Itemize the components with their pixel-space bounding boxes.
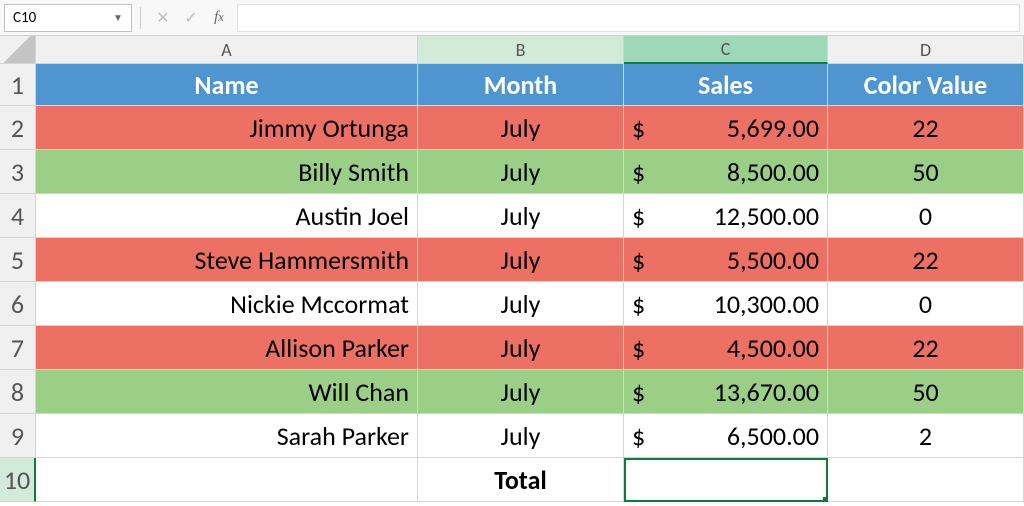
table-row: 5Steve HammersmithJuly$5,500.0022	[0, 238, 1024, 282]
currency-symbol: $	[632, 244, 645, 276]
cell-month[interactable]: July	[418, 194, 624, 238]
cell-color-value[interactable]: 22	[828, 106, 1024, 150]
cell-name[interactable]: Sarah Parker	[36, 414, 418, 458]
table-header-row: 1 Name Month Sales Color Value	[0, 64, 1024, 106]
column-header-row: A B C D	[0, 36, 1024, 64]
cell-name[interactable]: Billy Smith	[36, 150, 418, 194]
cell-c10-selected[interactable]	[624, 458, 828, 502]
name-box-value: C10	[13, 9, 113, 27]
total-row: 10 Total	[0, 458, 1024, 502]
sales-value: 10,300.00	[714, 288, 819, 320]
spreadsheet: A B C D 1 Name Month Sales Color Value 2…	[0, 36, 1024, 506]
table-row: 8Will ChanJuly$13,670.0050	[0, 370, 1024, 414]
row-header-1[interactable]: 1	[0, 64, 36, 106]
cell-sales[interactable]: $5,699.00	[624, 106, 828, 150]
cell-name[interactable]: Jimmy Ortunga	[36, 106, 418, 150]
select-all-corner[interactable]	[0, 36, 36, 64]
row-header-5[interactable]: 5	[0, 238, 36, 282]
fx-icon[interactable]: fx	[205, 4, 233, 32]
cancel-icon: ✕	[149, 4, 177, 32]
cell-month[interactable]: July	[418, 238, 624, 282]
cell-name[interactable]: Steve Hammersmith	[36, 238, 418, 282]
currency-symbol: $	[632, 288, 645, 320]
cell-sales[interactable]: $5,500.00	[624, 238, 828, 282]
row-header-4[interactable]: 4	[0, 194, 36, 238]
sales-value: 5,500.00	[727, 244, 819, 276]
cell-name[interactable]: Allison Parker	[36, 326, 418, 370]
cell-name[interactable]: Nickie Mccormat	[36, 282, 418, 326]
header-color-value[interactable]: Color Value	[828, 64, 1024, 106]
col-header-a[interactable]: A	[36, 36, 418, 64]
header-sales[interactable]: Sales	[624, 64, 828, 106]
col-header-c[interactable]: C	[624, 36, 828, 64]
divider	[140, 7, 141, 29]
sales-value: 12,500.00	[714, 200, 819, 232]
header-month[interactable]: Month	[418, 64, 624, 106]
currency-symbol: $	[632, 156, 645, 188]
row-header-7[interactable]: 7	[0, 326, 36, 370]
currency-symbol: $	[632, 376, 645, 408]
sales-value: 8,500.00	[727, 156, 819, 188]
name-box-dropdown-icon[interactable]: ▼	[113, 11, 123, 24]
currency-symbol: $	[632, 200, 645, 232]
row-header-6[interactable]: 6	[0, 282, 36, 326]
cell-sales[interactable]: $4,500.00	[624, 326, 828, 370]
table-row: 3Billy SmithJuly$8,500.0050	[0, 150, 1024, 194]
cell-month[interactable]: July	[418, 106, 624, 150]
cell-sales[interactable]: $13,670.00	[624, 370, 828, 414]
cell-color-value[interactable]: 22	[828, 326, 1024, 370]
formula-bar-buttons: ✕ ✓ fx	[149, 4, 233, 32]
cell-sales[interactable]: $12,500.00	[624, 194, 828, 238]
cell-color-value[interactable]: 22	[828, 238, 1024, 282]
currency-symbol: $	[632, 332, 645, 364]
cell-b10-total[interactable]: Total	[418, 458, 624, 502]
sales-value: 13,670.00	[714, 376, 819, 408]
cell-sales[interactable]: $10,300.00	[624, 282, 828, 326]
cell-color-value[interactable]: 2	[828, 414, 1024, 458]
cell-month[interactable]: July	[418, 326, 624, 370]
formula-bar: C10 ▼ ✕ ✓ fx	[0, 0, 1024, 36]
cell-sales[interactable]: $6,500.00	[624, 414, 828, 458]
confirm-icon: ✓	[177, 4, 205, 32]
cell-sales[interactable]: $8,500.00	[624, 150, 828, 194]
cell-d10[interactable]	[828, 458, 1024, 502]
cell-month[interactable]: July	[418, 370, 624, 414]
table-row: 7Allison ParkerJuly$4,500.0022	[0, 326, 1024, 370]
cell-color-value[interactable]: 0	[828, 282, 1024, 326]
table-row: 9Sarah ParkerJuly$6,500.002	[0, 414, 1024, 458]
cell-a10[interactable]	[36, 458, 418, 502]
header-name[interactable]: Name	[36, 64, 418, 106]
row-header-3[interactable]: 3	[0, 150, 36, 194]
currency-symbol: $	[632, 420, 645, 452]
sales-value: 5,699.00	[727, 112, 819, 144]
cell-month[interactable]: July	[418, 150, 624, 194]
cell-month[interactable]: July	[418, 414, 624, 458]
row-header-8[interactable]: 8	[0, 370, 36, 414]
table-row: 6Nickie MccormatJuly$10,300.000	[0, 282, 1024, 326]
cell-color-value[interactable]: 50	[828, 370, 1024, 414]
sales-value: 6,500.00	[727, 420, 819, 452]
col-header-b[interactable]: B	[418, 36, 624, 64]
cell-name[interactable]: Will Chan	[36, 370, 418, 414]
sales-value: 4,500.00	[727, 332, 819, 364]
table-row: 2Jimmy OrtungaJuly$5,699.0022	[0, 106, 1024, 150]
cell-month[interactable]: July	[418, 282, 624, 326]
formula-input[interactable]	[237, 4, 1020, 32]
col-header-d[interactable]: D	[828, 36, 1024, 64]
row-header-2[interactable]: 2	[0, 106, 36, 150]
cell-color-value[interactable]: 50	[828, 150, 1024, 194]
row-header-9[interactable]: 9	[0, 414, 36, 458]
row-header-10[interactable]: 10	[0, 458, 36, 502]
cell-name[interactable]: Austin Joel	[36, 194, 418, 238]
name-box[interactable]: C10 ▼	[4, 4, 132, 32]
currency-symbol: $	[632, 112, 645, 144]
cell-color-value[interactable]: 0	[828, 194, 1024, 238]
table-row: 4Austin JoelJuly$12,500.000	[0, 194, 1024, 238]
